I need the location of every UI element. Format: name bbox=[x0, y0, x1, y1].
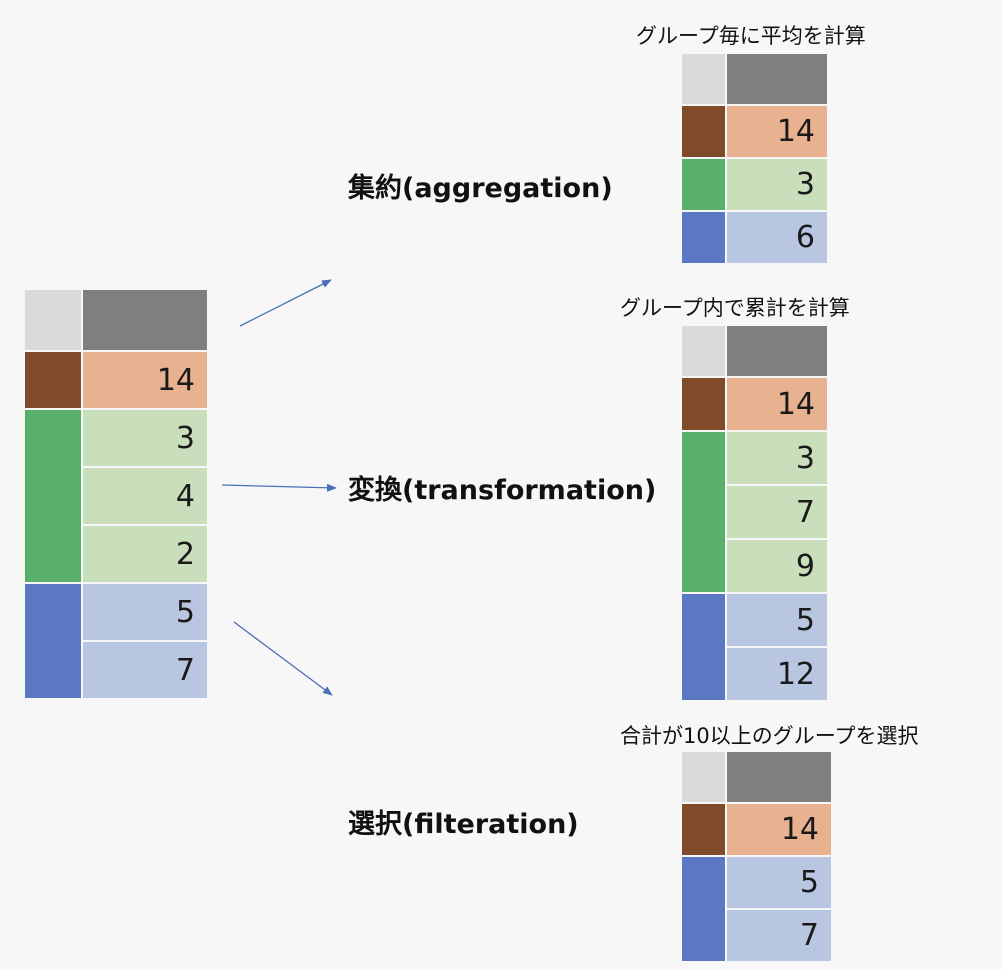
header-key-cell bbox=[682, 326, 725, 376]
group-key-cell-green bbox=[25, 410, 81, 582]
value-cell: 2 bbox=[83, 526, 207, 582]
filteration-caption: 合計が10以上のグループを選択 bbox=[620, 724, 919, 748]
transformation-table: 14 3 7 9 5 12 bbox=[682, 326, 827, 702]
value-cell: 3 bbox=[83, 410, 207, 466]
header-value-cell bbox=[727, 54, 827, 104]
value-cell: 6 bbox=[727, 212, 827, 263]
aggregation-caption: グループ毎に平均を計算 bbox=[636, 24, 866, 48]
group-key-cell-blue bbox=[682, 857, 725, 961]
value-cell: 14 bbox=[727, 804, 831, 855]
value-cell: 14 bbox=[727, 378, 827, 430]
group-key-cell-blue bbox=[682, 594, 725, 700]
value-cell: 14 bbox=[83, 352, 207, 408]
aggregation-table: 14 3 6 bbox=[682, 54, 827, 265]
value-cell: 3 bbox=[727, 159, 827, 210]
group-key-cell-brown bbox=[682, 378, 725, 430]
group-key-cell-brown bbox=[25, 352, 81, 408]
group-key-cell-blue bbox=[682, 212, 725, 263]
value-cell: 5 bbox=[727, 857, 831, 908]
value-cell: 14 bbox=[727, 106, 827, 157]
header-key-cell bbox=[682, 752, 725, 802]
value-cell: 7 bbox=[727, 486, 827, 538]
group-key-cell-green bbox=[682, 159, 725, 210]
header-key-cell bbox=[25, 290, 81, 350]
transformation-label: 変換(transformation) bbox=[348, 475, 657, 506]
header-key-cell bbox=[682, 54, 725, 104]
value-cell: 4 bbox=[83, 468, 207, 524]
value-cell: 3 bbox=[727, 432, 827, 484]
value-cell: 9 bbox=[727, 540, 827, 592]
arrow-to-filteration bbox=[233, 621, 333, 696]
group-key-cell-blue bbox=[25, 584, 81, 698]
header-value-cell bbox=[727, 326, 827, 376]
arrow-to-transformation bbox=[221, 483, 337, 492]
value-cell: 7 bbox=[727, 910, 831, 961]
value-cell: 12 bbox=[727, 648, 827, 700]
aggregation-label: 集約(aggregation) bbox=[348, 173, 613, 204]
value-cell: 7 bbox=[83, 642, 207, 698]
group-key-cell-brown bbox=[682, 804, 725, 855]
source-table: 14 3 4 2 5 7 bbox=[25, 290, 207, 700]
value-cell: 5 bbox=[83, 584, 207, 640]
value-cell: 5 bbox=[727, 594, 827, 646]
filteration-table: 14 5 7 bbox=[682, 752, 831, 963]
group-key-cell-green bbox=[682, 432, 725, 592]
header-value-cell bbox=[83, 290, 207, 350]
filteration-label: 選択(filteration) bbox=[348, 809, 579, 840]
group-key-cell-brown bbox=[682, 106, 725, 157]
arrow-to-aggregation bbox=[239, 279, 332, 327]
header-value-cell bbox=[727, 752, 831, 802]
transformation-caption: グループ内で累計を計算 bbox=[620, 296, 850, 320]
